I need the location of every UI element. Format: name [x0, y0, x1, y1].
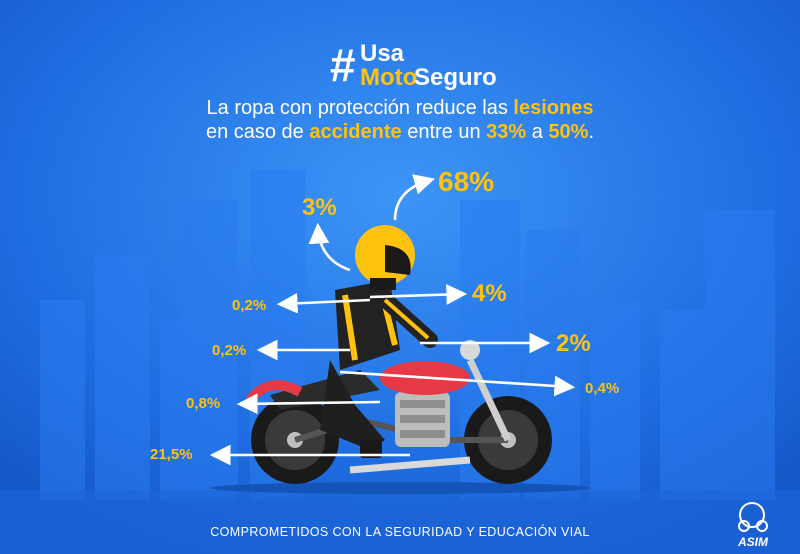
seat: [270, 370, 380, 410]
headline-highlight-33: 33%: [486, 121, 527, 143]
asim-logo-text: ASIM: [738, 535, 768, 549]
stat-arm-2: 2%: [556, 330, 591, 357]
stat-leg-21-5: 21,5%: [150, 446, 193, 463]
headline-text: La ropa con protección reduce las: [206, 97, 514, 119]
stat-hip-0-8: 0,8%: [186, 395, 221, 412]
stat-arm-0-2: 0,2%: [212, 342, 247, 359]
stat-neck-3: 3%: [302, 194, 337, 221]
arrow-3: [308, 222, 351, 272]
arrow-0-8: [236, 393, 381, 415]
headline-text: .: [588, 121, 595, 143]
stat-head-68: 68%: [438, 166, 495, 197]
impact-arrows: [209, 174, 576, 466]
city-skyline: [40, 170, 775, 500]
stat-torso-4: 4%: [472, 280, 507, 307]
headline-highlight-accidente: accidente: [309, 121, 402, 143]
exhaust: [349, 456, 471, 474]
headline-line-1: La ropa con protección reduce las lesion…: [0, 97, 800, 120]
headline-highlight-50: 50%: [548, 121, 589, 143]
ground: [0, 490, 800, 554]
headline-text: entre un: [401, 121, 487, 143]
hashtag-word-usa: Usa: [360, 40, 405, 67]
hashtag-symbol: #: [330, 39, 356, 91]
headline-highlight-lesiones: lesiones: [513, 97, 594, 119]
footer-slogan: COMPROMETIDOS CON LA SEGURIDAD Y EDUCACI…: [210, 525, 590, 539]
headline-text: a: [526, 121, 549, 143]
hashtag-word-moto: Moto: [360, 64, 418, 91]
visor: [385, 245, 411, 275]
headline-text: en caso de: [205, 121, 310, 143]
hashtag-word-seguro: Seguro: [414, 64, 497, 91]
rider: [320, 225, 438, 458]
stat-hip-0-4: 0,4%: [585, 380, 620, 397]
headline-line-2: en caso de accidente entre un 33% a 50%.: [0, 121, 800, 144]
arrow-4: [369, 284, 468, 305]
arrow-0-2-top: [276, 292, 371, 314]
asim-logo-mark: [738, 502, 768, 532]
arrow-68: [393, 174, 435, 221]
stat-torso-0-2: 0,2%: [232, 297, 267, 314]
arrow-0-4: [339, 370, 576, 397]
rider-leg: [320, 360, 385, 450]
bike-shadow: [210, 482, 590, 494]
